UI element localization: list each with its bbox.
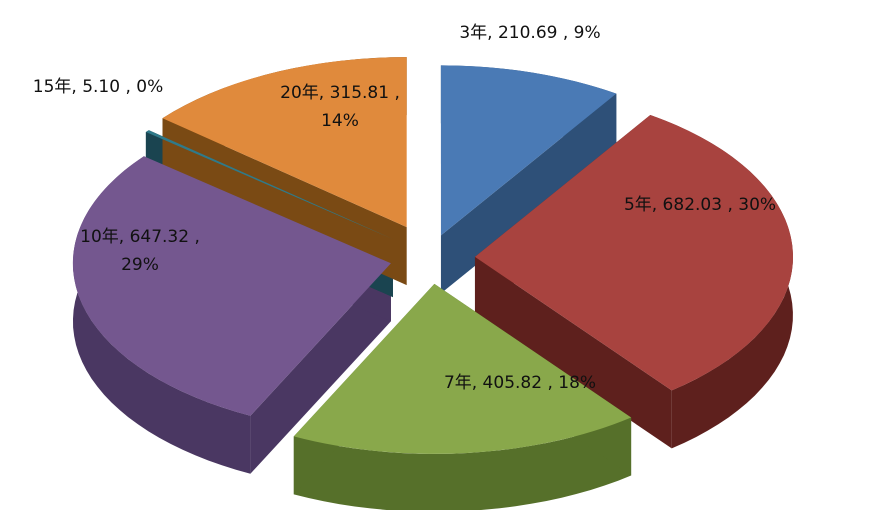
slice-face-5y-1 (474, 256, 672, 449)
data-label-15y: 15年, 5.10 , 0% (33, 77, 163, 97)
slice-10y (72, 156, 391, 416)
slice-5y (474, 115, 793, 391)
data-label-3y: 3年, 210.69 , 9% (459, 23, 600, 43)
slice-side-10y (73, 156, 251, 474)
slice-20y (162, 57, 407, 228)
data-label-10y: 10年, 647.32 , 29% (80, 227, 200, 275)
data-label-20y: 20年, 315.81 , 14% (280, 83, 400, 131)
slice-15y (145, 130, 393, 240)
slice-face-10y-0 (250, 263, 391, 474)
slice-side-7y (293, 417, 632, 510)
slice-face-20y-0 (162, 118, 407, 286)
slice-7y (293, 283, 632, 454)
slice-3y (440, 65, 617, 236)
pie-labels: 3年, 210.69 , 9% 5年, 682.03 , 30% 7年, 405.8… (33, 23, 776, 393)
slice-face-3y-1 (440, 93, 617, 294)
data-label-7y: 7年, 405.82 , 18% (444, 373, 596, 393)
data-label-5y: 5年, 682.03 , 30% (624, 195, 776, 215)
pie-tops (72, 57, 793, 454)
